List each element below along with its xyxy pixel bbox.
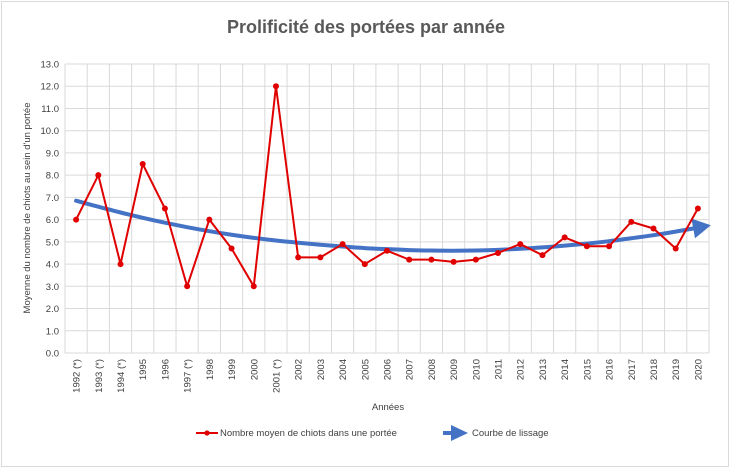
data-point <box>139 161 146 168</box>
x-tick-label: 2017 <box>627 359 638 380</box>
x-tick-label: 1993 (*) <box>94 359 105 393</box>
y-tick-label: 5.0 <box>46 237 59 248</box>
x-tick-label: 2018 <box>649 359 660 380</box>
x-tick-label: 2020 <box>693 359 704 380</box>
x-tick-label: 1995 <box>138 359 149 380</box>
legend-arrow-icon <box>451 425 468 441</box>
data-series <box>73 83 701 290</box>
data-point <box>450 258 457 265</box>
legend-label-series: Nombre moyen de chiots dans une portée <box>220 428 397 439</box>
x-axis-label: Années <box>372 402 404 413</box>
data-point <box>495 249 502 256</box>
x-axis-ticks: 1992 (*) 1993 (*) 1994 (*) 1995 1996 1997 (*)… <box>72 359 705 393</box>
x-tick-label: 2010 <box>471 359 482 380</box>
data-point <box>73 216 80 223</box>
y-tick-label: 10.0 <box>41 126 60 137</box>
data-point <box>672 245 679 252</box>
x-tick-label: 1992 (*) <box>72 359 83 393</box>
x-tick-label: 1999 <box>227 359 238 380</box>
x-tick-label: 1997 (*) <box>183 359 194 393</box>
y-tick-label: 2.0 <box>46 304 59 315</box>
x-tick-label: 2011 <box>494 359 505 379</box>
y-tick-label: 4.0 <box>46 260 59 271</box>
data-point <box>161 205 168 212</box>
data-point <box>583 243 590 250</box>
x-tick-label: 2014 <box>560 359 571 380</box>
data-point <box>628 218 635 225</box>
y-axis-label: Moyenne du nombre de chiots au sein d'un… <box>22 103 33 314</box>
data-point <box>384 247 390 254</box>
y-tick-label: 7.0 <box>46 193 59 204</box>
gridlines <box>64 63 710 354</box>
x-tick-label: 2015 <box>582 359 593 380</box>
data-point <box>95 172 102 179</box>
x-tick-label: 2001 (*) <box>271 359 282 393</box>
legend-item-series: Nombre moyen de chiots dans une portée <box>196 428 397 439</box>
x-tick-label: 2006 <box>383 359 394 380</box>
x-tick-label: 2009 <box>449 359 460 380</box>
data-point <box>206 216 213 223</box>
data-point <box>472 256 479 263</box>
x-tick-label: 2005 <box>360 359 371 380</box>
y-tick-label: 1.0 <box>46 326 59 337</box>
data-point <box>339 241 346 248</box>
y-tick-label: 12.0 <box>41 82 60 93</box>
y-tick-label: 9.0 <box>46 148 59 159</box>
data-point <box>228 245 235 252</box>
chart-title: Prolificité des portées par année <box>227 17 505 37</box>
data-point <box>606 243 613 250</box>
legend-marker-series <box>204 430 210 436</box>
x-tick-label: 1994 (*) <box>116 359 127 393</box>
series-line <box>75 85 699 288</box>
data-point <box>561 234 568 241</box>
x-tick-label: 2004 <box>338 359 349 380</box>
y-tick-label: 11.0 <box>41 104 59 115</box>
y-axis-ticks: 0.0 1.0 2.0 3.0 4.0 5.0 6.0 7.0 8.0 9.0 10.0 11.0 12… <box>41 60 60 360</box>
data-point <box>250 283 257 290</box>
x-tick-label: 2016 <box>605 359 616 380</box>
x-tick-label: 2013 <box>538 359 549 380</box>
y-tick-label: 3.0 <box>46 282 59 293</box>
x-tick-label: 2002 <box>294 359 305 380</box>
data-point <box>406 256 413 263</box>
data-point <box>295 254 302 261</box>
x-tick-label: 1998 <box>205 359 216 380</box>
y-tick-label: 6.0 <box>46 215 59 226</box>
data-point <box>117 261 124 268</box>
x-tick-label: 1996 <box>160 359 171 380</box>
x-tick-label: 2012 <box>516 359 527 380</box>
data-point <box>317 254 324 261</box>
data-point <box>539 252 546 259</box>
legend-label-smoothing: Courbe de lissage <box>472 428 549 439</box>
data-point <box>650 225 657 232</box>
legend: Nombre moyen de chiots dans une portée C… <box>196 425 549 441</box>
x-tick-label: 2019 <box>671 359 682 380</box>
data-point <box>361 261 368 268</box>
x-tick-label: 2007 <box>405 359 416 380</box>
data-point <box>517 241 524 248</box>
x-tick-label: 2000 <box>249 359 260 380</box>
x-tick-label: 2003 <box>316 359 327 380</box>
data-point <box>184 283 191 290</box>
y-tick-label: 8.0 <box>46 171 59 182</box>
x-tick-label: 2008 <box>427 359 438 380</box>
data-point <box>694 205 701 212</box>
data-point <box>272 83 279 90</box>
y-tick-label: 0.0 <box>46 349 59 360</box>
data-point <box>428 256 435 263</box>
legend-item-smoothing: Courbe de lissage <box>443 425 549 441</box>
y-tick-label: 13.0 <box>41 60 60 71</box>
